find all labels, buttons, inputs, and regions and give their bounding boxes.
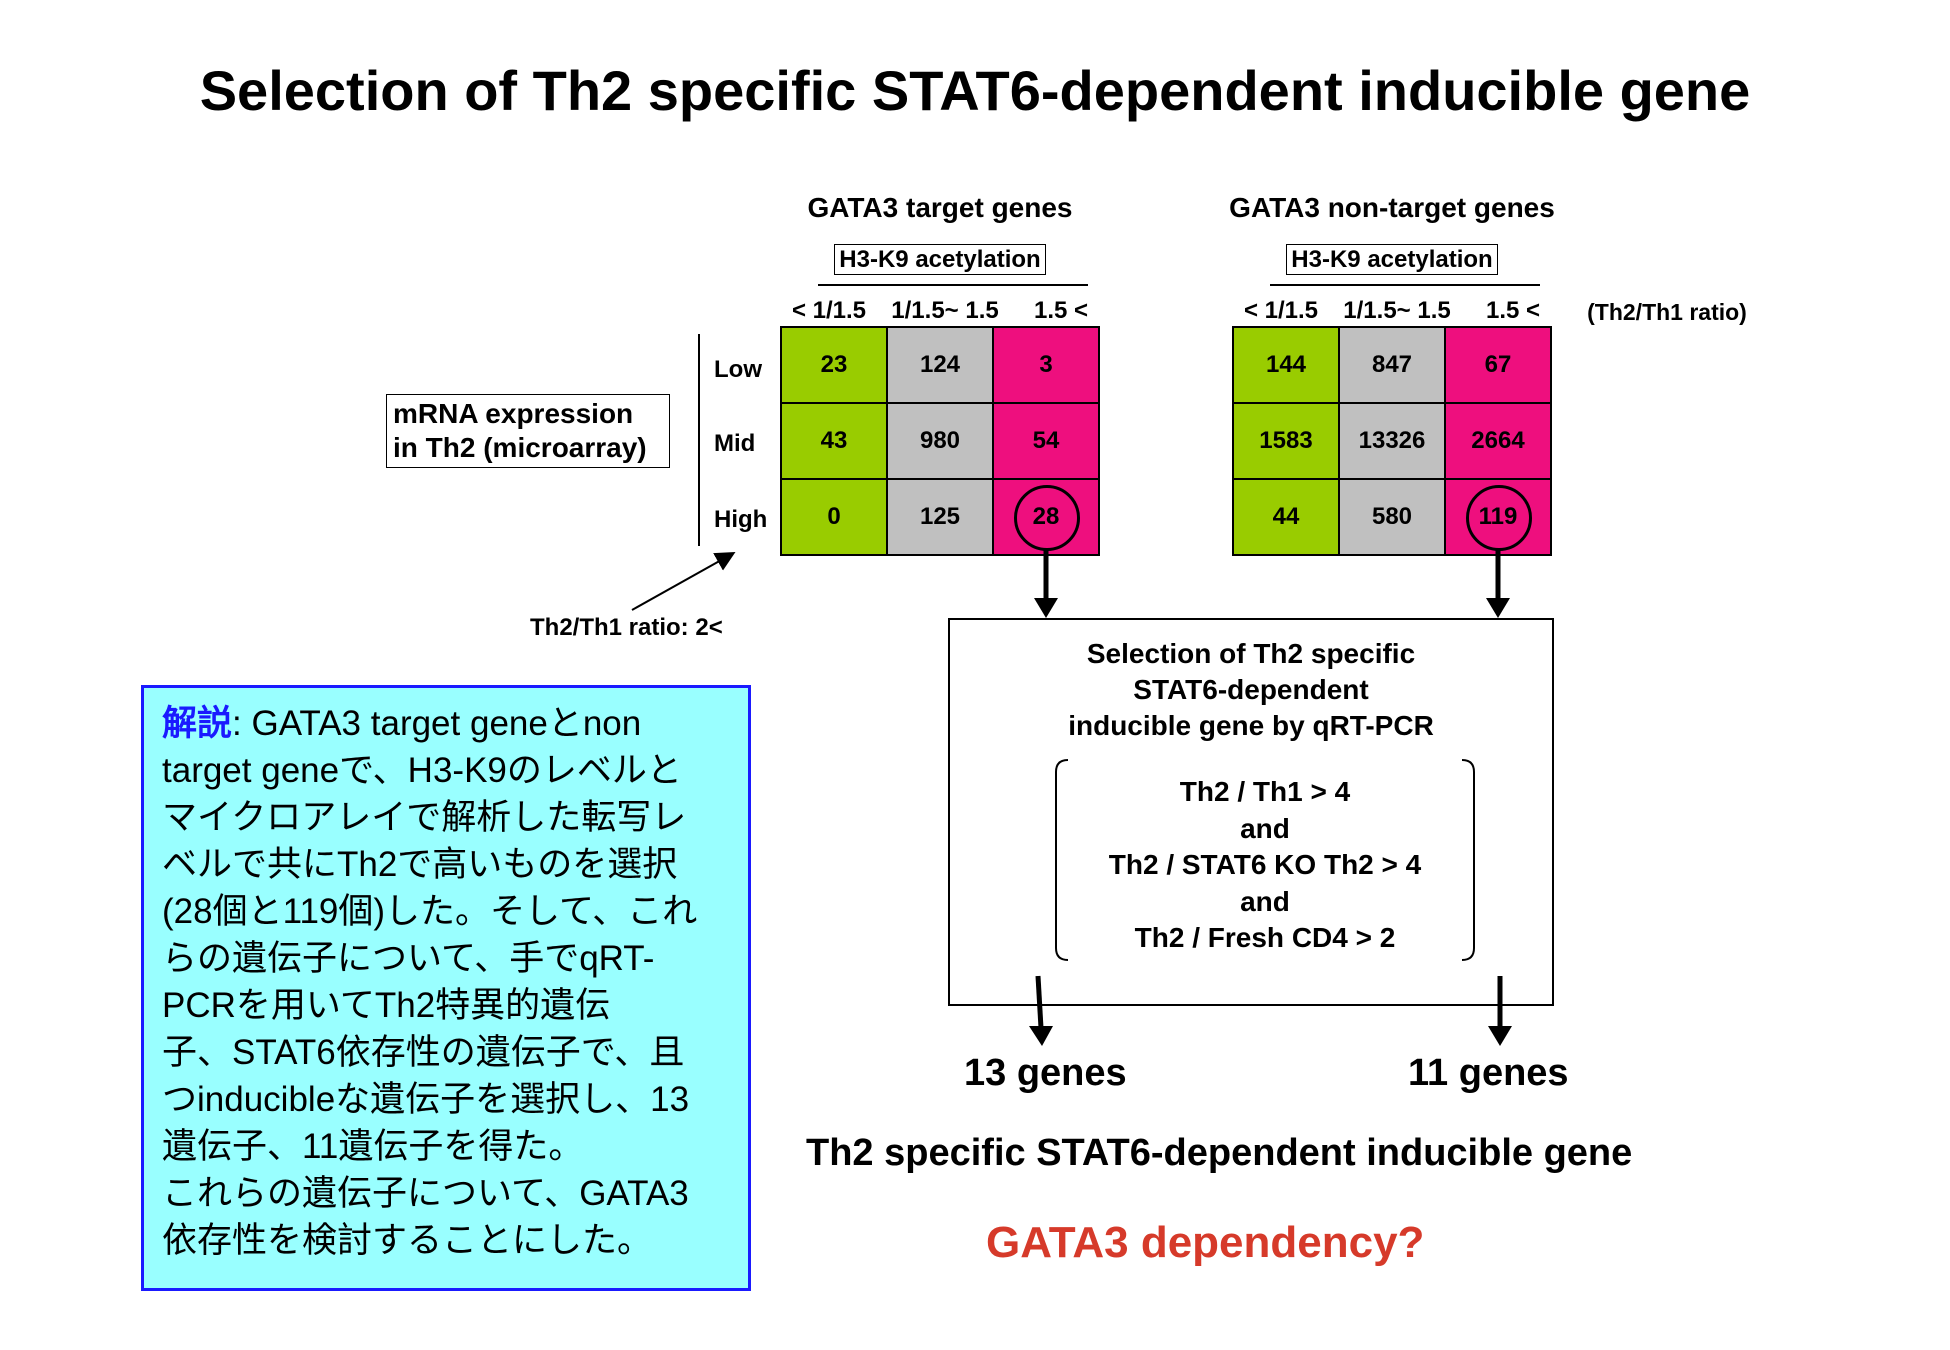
nontarget-cell-low-mid: 847 — [1340, 328, 1446, 404]
gata3-dependency-question: GATA3 dependency? — [986, 1218, 1425, 1267]
note-line: これらの遺伝子について、GATA3 — [162, 1174, 689, 1213]
note-line: (28個と119個)した。そして、これ — [162, 892, 698, 931]
target-cell-mid-low: 43 — [782, 404, 888, 480]
note-line: つinducibleな遺伝子を選択し、13 — [162, 1080, 690, 1119]
nontarget-h3k9-rule — [1270, 284, 1540, 286]
nontarget-cell-low-high: 67 — [1446, 328, 1552, 404]
condition-brackets — [1055, 759, 1475, 961]
note-line: 解説: GATA3 target geneとnon — [162, 704, 642, 743]
condition-stat6-ko: Th2 / STAT6 KO Th2 > 4 — [1108, 849, 1422, 880]
row-label-high: High — [714, 506, 768, 533]
nontarget-genes-grid: 144 847 67 1583 13326 2664 44 580 119 — [1232, 326, 1552, 556]
nontarget-col-header-mid: 1/1.5~ 1.5 — [1343, 297, 1451, 324]
target-col-header-mid: 1/1.5~ 1.5 — [891, 297, 999, 324]
nontarget-cell-mid-high: 2664 — [1446, 404, 1552, 480]
condition-and-1: and — [1240, 812, 1290, 844]
nontarget-cell-mid-mid: 13326 — [1340, 404, 1446, 480]
note-line: 遺伝子、11遺伝子を得た。 — [162, 1127, 584, 1166]
nontarget-cell-high-mid: 580 — [1340, 480, 1446, 556]
note-line: らの遺伝子について、手でqRT- — [162, 939, 655, 978]
note-line: 依存性を検討することにした。 — [162, 1221, 653, 1260]
nontarget-h3k9-label: H3-K9 acetylation — [1232, 244, 1552, 275]
mrna-expression-label: mRNA expression in Th2 (microarray) — [386, 394, 670, 468]
target-cell-low-high: 3 — [994, 328, 1100, 404]
selection-box-title: Selection of Th2 specific STAT6-dependen… — [1068, 638, 1434, 741]
target-col-header-low: < 1/1.5 — [791, 297, 867, 324]
target-cell-low-low: 23 — [782, 328, 888, 404]
note-line: 子、STAT6依存性の遺伝子で、且 — [162, 1033, 685, 1072]
result-nontarget-genes: 11 genes — [1408, 1052, 1569, 1094]
conclusion-text: Th2 specific STAT6-dependent inducible g… — [806, 1132, 1633, 1174]
target-col-header-high: 1.5 < — [1033, 297, 1089, 324]
condition-list: Th2 / Th1 > 4 and Th2 / STAT6 KO Th2 > 4… — [1070, 774, 1460, 957]
condition-fresh-cd4: Th2 / Fresh CD4 > 2 — [1134, 922, 1396, 953]
result-target-genes: 13 genes — [964, 1052, 1127, 1094]
page-title: Selection of Th2 specific STAT6-dependen… — [199, 59, 1751, 122]
threshold-label: Th2/Th1 ratio: 2< — [530, 614, 723, 641]
nontarget-cell-high-low: 44 — [1234, 480, 1340, 556]
target-cell-low-mid: 124 — [888, 328, 994, 404]
nontarget-table-title: GATA3 non-target genes — [1229, 192, 1555, 223]
row-axis-line — [698, 334, 700, 546]
condition-and-2: and — [1240, 885, 1290, 917]
note-line: マイクロアレイで解析した転写レ — [162, 798, 687, 837]
explanation-note-box: 解説: GATA3 target geneとnon target geneで、H… — [141, 685, 751, 1291]
selection-criteria-box: Selection of Th2 specific STAT6-dependen… — [948, 618, 1554, 1006]
row-label-low: Low — [714, 356, 762, 383]
nontarget-cell-mid-low: 1583 — [1234, 404, 1340, 480]
target-h3k9-label: H3-K9 acetylation — [780, 244, 1100, 275]
threshold-arrow — [631, 552, 736, 611]
row-label-mid: Mid — [714, 430, 756, 457]
condition-th2-th1: Th2 / Th1 > 4 — [1179, 776, 1351, 807]
target-table-title: GATA3 target genes — [807, 192, 1073, 223]
note-keyword: 解説 — [162, 704, 233, 743]
note-line: PCRを用いてTh2特異的遺伝 — [162, 986, 611, 1025]
ratio-unit-label: (Th2/Th1 ratio) — [1587, 299, 1747, 325]
nontarget-col-header-high: 1.5 < — [1485, 297, 1541, 324]
note-line: target geneで、H3-K9のレベルと — [162, 751, 682, 790]
target-cell-mid-high: 54 — [994, 404, 1100, 480]
target-cell-mid-mid: 980 — [888, 404, 994, 480]
target-cell-high-low: 0 — [782, 480, 888, 556]
target-h3k9-rule — [818, 284, 1088, 286]
target-cell-high-mid: 125 — [888, 480, 994, 556]
nontarget-cell-low-low: 144 — [1234, 328, 1340, 404]
target-genes-grid: 23 124 3 43 980 54 0 125 28 — [780, 326, 1100, 556]
note-line: ベルで共にTh2で高いものを選択 — [162, 845, 678, 884]
nontarget-col-header-low: < 1/1.5 — [1243, 297, 1319, 324]
